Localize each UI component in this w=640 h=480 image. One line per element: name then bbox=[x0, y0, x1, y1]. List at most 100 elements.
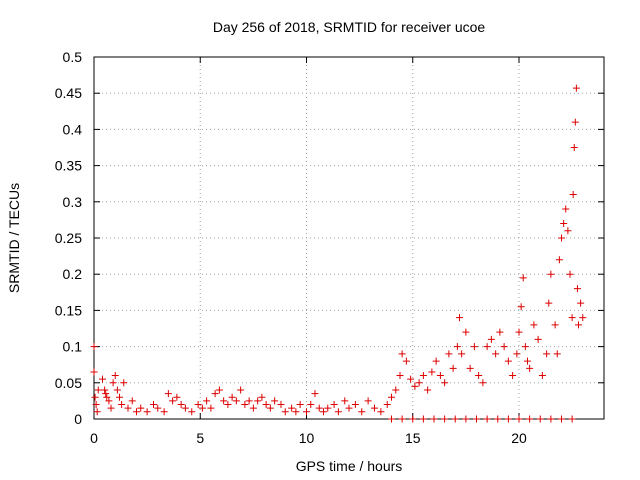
data-point bbox=[496, 328, 504, 336]
data-point bbox=[207, 404, 215, 412]
x-axis-label: GPS time / hours bbox=[296, 458, 403, 474]
data-point bbox=[487, 335, 495, 343]
chart-title: Day 256 of 2018, SRMTID for receiver uco… bbox=[213, 19, 486, 35]
data-point bbox=[402, 357, 410, 365]
data-point bbox=[577, 299, 585, 307]
data-point bbox=[118, 401, 126, 409]
data-point bbox=[479, 379, 487, 387]
data-point bbox=[364, 397, 372, 405]
data-point bbox=[388, 415, 395, 423]
data-point bbox=[492, 350, 500, 358]
data-point bbox=[428, 368, 436, 376]
data-point bbox=[453, 343, 461, 351]
data-points bbox=[90, 84, 587, 423]
data-point bbox=[419, 415, 427, 423]
data-point bbox=[571, 118, 579, 126]
data-point bbox=[124, 404, 132, 412]
data-point bbox=[228, 393, 236, 401]
data-point bbox=[116, 393, 123, 401]
data-point bbox=[515, 415, 523, 423]
data-point bbox=[330, 401, 338, 409]
data-point bbox=[543, 350, 551, 358]
plot-frame bbox=[93, 56, 605, 420]
y-tick-label: 0 bbox=[74, 411, 82, 427]
data-point bbox=[169, 397, 177, 405]
data-point bbox=[473, 415, 480, 423]
data-point bbox=[173, 393, 181, 401]
data-point bbox=[371, 404, 378, 412]
data-point bbox=[430, 415, 438, 423]
data-point bbox=[334, 408, 342, 416]
data-point bbox=[143, 408, 151, 416]
y-tick-label: 0.4 bbox=[63, 121, 83, 137]
data-point bbox=[315, 404, 323, 412]
data-point bbox=[515, 328, 523, 336]
data-point bbox=[558, 415, 565, 423]
data-point bbox=[101, 386, 109, 394]
data-point bbox=[519, 274, 527, 282]
data-point bbox=[547, 415, 555, 423]
data-point bbox=[92, 401, 100, 409]
x-tick-label: 5 bbox=[196, 430, 204, 446]
data-point bbox=[128, 397, 136, 405]
data-point bbox=[245, 397, 253, 405]
data-point bbox=[509, 372, 517, 380]
data-point bbox=[409, 415, 417, 423]
data-point bbox=[249, 404, 257, 412]
data-point bbox=[241, 401, 249, 409]
data-point bbox=[120, 379, 128, 387]
data-point bbox=[536, 415, 544, 423]
y-tick-label: 0.3 bbox=[63, 194, 83, 210]
data-point bbox=[341, 397, 349, 405]
data-point bbox=[281, 408, 289, 416]
data-point bbox=[93, 408, 101, 416]
data-point bbox=[109, 379, 117, 387]
data-point bbox=[419, 372, 427, 380]
data-point bbox=[94, 386, 102, 394]
data-point bbox=[194, 401, 202, 409]
data-point bbox=[188, 408, 196, 416]
data-point bbox=[530, 321, 538, 329]
data-point bbox=[254, 397, 262, 405]
y-axis-label: SRMTID / TECUs bbox=[6, 183, 22, 293]
data-point bbox=[451, 415, 459, 423]
data-point bbox=[383, 401, 391, 409]
data-point bbox=[483, 415, 491, 423]
data-point bbox=[466, 364, 474, 372]
data-point bbox=[411, 382, 419, 390]
data-point bbox=[198, 404, 206, 412]
y-tick-label: 0.05 bbox=[55, 375, 82, 391]
data-point bbox=[551, 321, 559, 329]
data-point bbox=[388, 393, 395, 401]
data-point bbox=[441, 379, 449, 387]
data-point bbox=[475, 372, 483, 380]
data-point bbox=[534, 335, 542, 343]
data-point bbox=[232, 397, 240, 405]
data-point bbox=[449, 364, 457, 372]
data-point bbox=[564, 227, 572, 235]
data-point bbox=[504, 415, 512, 423]
data-point bbox=[538, 372, 546, 380]
data-point bbox=[436, 372, 444, 380]
data-point bbox=[462, 415, 470, 423]
data-point bbox=[90, 343, 98, 351]
data-point bbox=[424, 386, 432, 394]
data-point bbox=[462, 328, 470, 336]
data-point bbox=[91, 393, 99, 401]
data-point bbox=[324, 404, 332, 412]
data-point bbox=[303, 408, 310, 416]
y-tick-label: 0.1 bbox=[63, 339, 83, 355]
data-point bbox=[105, 397, 113, 405]
data-point bbox=[458, 350, 466, 358]
data-point bbox=[526, 415, 534, 423]
data-point bbox=[160, 408, 168, 416]
data-point bbox=[415, 379, 423, 387]
data-point bbox=[572, 84, 580, 92]
data-point bbox=[392, 386, 400, 394]
x-tick-label: 0 bbox=[90, 430, 98, 446]
data-point bbox=[103, 393, 111, 401]
data-point bbox=[220, 397, 228, 405]
data-point bbox=[177, 401, 185, 409]
grid bbox=[94, 57, 604, 419]
